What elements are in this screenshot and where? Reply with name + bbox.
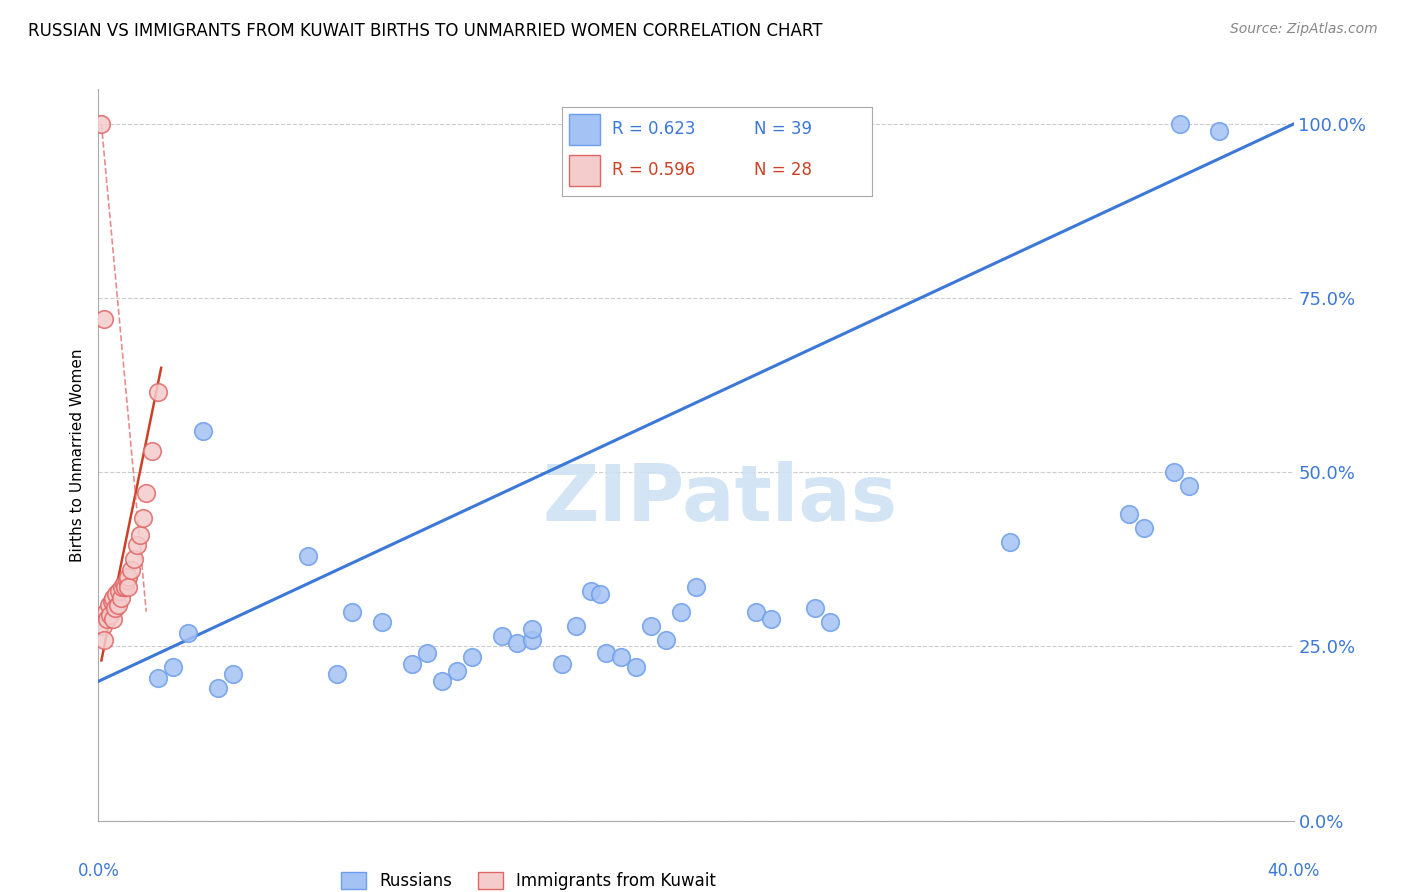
Point — [191, 424, 214, 438]
Point — [135, 486, 157, 500]
Point — [94, 605, 117, 619]
Point — [401, 657, 423, 671]
Point — [114, 580, 136, 594]
Point — [430, 674, 453, 689]
Point — [1133, 521, 1156, 535]
Point — [120, 563, 142, 577]
Point — [297, 549, 319, 563]
Point — [104, 601, 127, 615]
Text: Source: ZipAtlas.com: Source: ZipAtlas.com — [1230, 22, 1378, 37]
Point — [112, 576, 135, 591]
Point — [148, 385, 170, 400]
Point — [610, 649, 633, 664]
Text: N = 28: N = 28 — [754, 161, 813, 179]
Point — [565, 618, 588, 632]
Point — [685, 580, 707, 594]
Point — [97, 598, 120, 612]
Point — [177, 625, 200, 640]
Point — [148, 671, 170, 685]
Point — [655, 632, 678, 647]
Point — [103, 612, 125, 626]
Point — [759, 612, 782, 626]
Point — [124, 552, 146, 566]
Point — [115, 574, 138, 588]
Point — [595, 647, 617, 661]
Point — [669, 605, 692, 619]
Point — [117, 580, 139, 594]
Text: R = 0.596: R = 0.596 — [612, 161, 695, 179]
Text: RUSSIAN VS IMMIGRANTS FROM KUWAIT BIRTHS TO UNMARRIED WOMEN CORRELATION CHART: RUSSIAN VS IMMIGRANTS FROM KUWAIT BIRTHS… — [28, 22, 823, 40]
Point — [626, 660, 648, 674]
Point — [804, 601, 827, 615]
Point — [1168, 117, 1191, 131]
Point — [222, 667, 245, 681]
Point — [371, 615, 394, 629]
Point — [162, 660, 184, 674]
Point — [110, 591, 132, 605]
Point — [90, 117, 112, 131]
Point — [446, 664, 468, 678]
Point — [1163, 466, 1185, 480]
Point — [589, 587, 612, 601]
Bar — [568, 155, 599, 186]
Point — [326, 667, 349, 681]
Point — [207, 681, 229, 696]
Point — [745, 605, 768, 619]
Y-axis label: Births to Unmarried Women: Births to Unmarried Women — [70, 348, 86, 562]
Point — [491, 629, 513, 643]
Point — [96, 612, 118, 626]
Point — [107, 598, 129, 612]
Point — [461, 649, 484, 664]
Point — [820, 615, 842, 629]
Point — [132, 510, 155, 524]
Text: N = 39: N = 39 — [754, 120, 813, 138]
Point — [105, 587, 128, 601]
Point — [1208, 124, 1230, 138]
Point — [91, 618, 114, 632]
Point — [550, 657, 572, 671]
Text: 40.0%: 40.0% — [1267, 863, 1320, 880]
Point — [589, 117, 612, 131]
Point — [111, 580, 134, 594]
Point — [93, 312, 115, 326]
Bar — [568, 114, 599, 145]
Point — [1118, 507, 1140, 521]
Point — [640, 618, 662, 632]
Point — [998, 535, 1021, 549]
Text: R = 0.623: R = 0.623 — [612, 120, 696, 138]
Point — [103, 591, 125, 605]
Point — [342, 605, 364, 619]
Point — [581, 583, 603, 598]
Point — [141, 444, 163, 458]
Point — [127, 539, 149, 553]
Legend: Russians, Immigrants from Kuwait: Russians, Immigrants from Kuwait — [335, 865, 723, 892]
Text: ZIPatlas: ZIPatlas — [543, 461, 897, 537]
Point — [101, 594, 124, 608]
Point — [506, 636, 529, 650]
Point — [581, 117, 603, 131]
Point — [416, 647, 439, 661]
Point — [1178, 479, 1201, 493]
Text: 0.0%: 0.0% — [77, 863, 120, 880]
Point — [100, 608, 122, 623]
Point — [108, 583, 131, 598]
Point — [117, 570, 139, 584]
Point — [129, 528, 152, 542]
Point — [520, 632, 543, 647]
Point — [520, 622, 543, 636]
Point — [93, 632, 115, 647]
